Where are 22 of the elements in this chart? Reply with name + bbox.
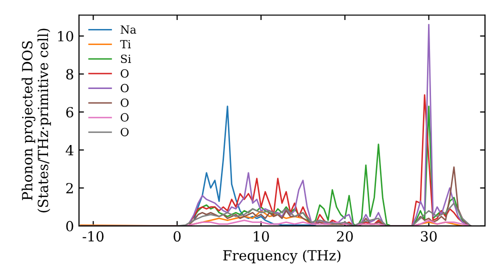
- legend-label: Na: [120, 25, 136, 34]
- legend-label: O: [120, 69, 129, 78]
- legend-label: Si: [121, 54, 132, 64]
- y-tick-label: 6: [66, 106, 74, 118]
- x-tick-label: 10: [254, 231, 269, 242]
- legend-label: O: [120, 98, 129, 107]
- y-tick-label: 4: [66, 144, 74, 156]
- x-tick-label: 30: [421, 231, 437, 242]
- legend-label: O: [120, 113, 129, 122]
- x-tick-label: -10: [82, 231, 104, 242]
- legend-label: Ti: [120, 40, 131, 48]
- legend-label: O: [120, 84, 129, 92]
- x-tick-label: 20: [337, 231, 353, 242]
- x-axis-title: Frequency (THz): [223, 250, 340, 264]
- y-tick-label: 10: [58, 30, 74, 42]
- x-tick-label: 0: [174, 231, 181, 242]
- y-axis-title: Phonon projected DOS (States/THz·primitive cell): [22, 28, 51, 212]
- y-tick-label: 8: [66, 68, 74, 80]
- y-tick-label: 0: [66, 220, 74, 232]
- legend-label: O: [120, 128, 129, 136]
- y-tick-label: 2: [66, 182, 73, 194]
- line-series: [193, 106, 316, 226]
